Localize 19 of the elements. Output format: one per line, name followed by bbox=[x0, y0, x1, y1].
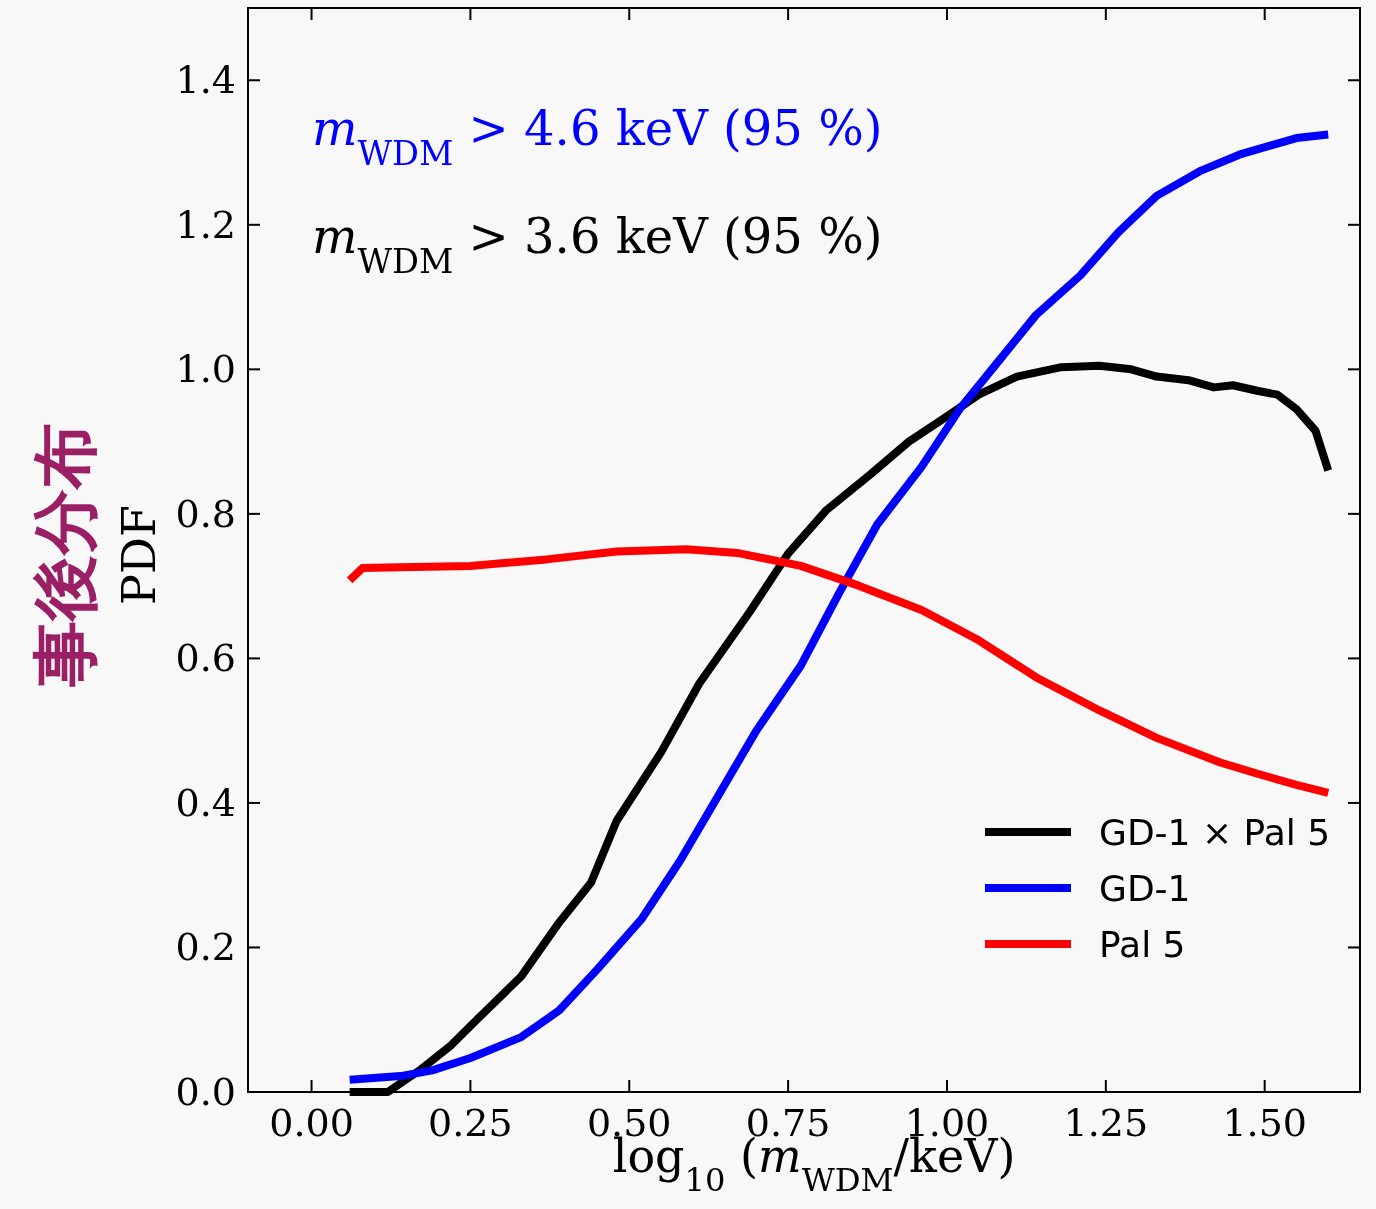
x-tick-label: 1.50 bbox=[1222, 1101, 1307, 1145]
y-tick-label: 0.8 bbox=[175, 491, 236, 536]
y-tick-label: 1.2 bbox=[175, 202, 236, 247]
x-tick-label: 1.25 bbox=[1063, 1101, 1149, 1145]
x-tick-label: 0.00 bbox=[269, 1101, 354, 1145]
y-tick-label: 1.4 bbox=[175, 58, 236, 103]
x-tick-label: 0.25 bbox=[428, 1101, 513, 1145]
annotation: m$_{WDM}$ > 4.6 keV (95 %) bbox=[312, 100, 883, 173]
y-tick-label: 0.2 bbox=[175, 925, 236, 970]
legend-label: GD-1 bbox=[1099, 868, 1191, 909]
y-tick-label: 0.4 bbox=[175, 780, 236, 825]
legend-label: GD-1 × Pal 5 bbox=[1099, 812, 1331, 853]
legend-label: Pal 5 bbox=[1099, 924, 1186, 965]
y-axis-title: PDF bbox=[112, 505, 166, 605]
y-tick-label: 1.0 bbox=[175, 347, 236, 392]
annotation: m$_{WDM}$ > 3.6 keV (95 %) bbox=[312, 208, 883, 281]
y-tick-label: 0.6 bbox=[175, 636, 236, 681]
y-tick-label: 0.0 bbox=[175, 1070, 236, 1114]
text: 事後分布 bbox=[27, 423, 104, 688]
